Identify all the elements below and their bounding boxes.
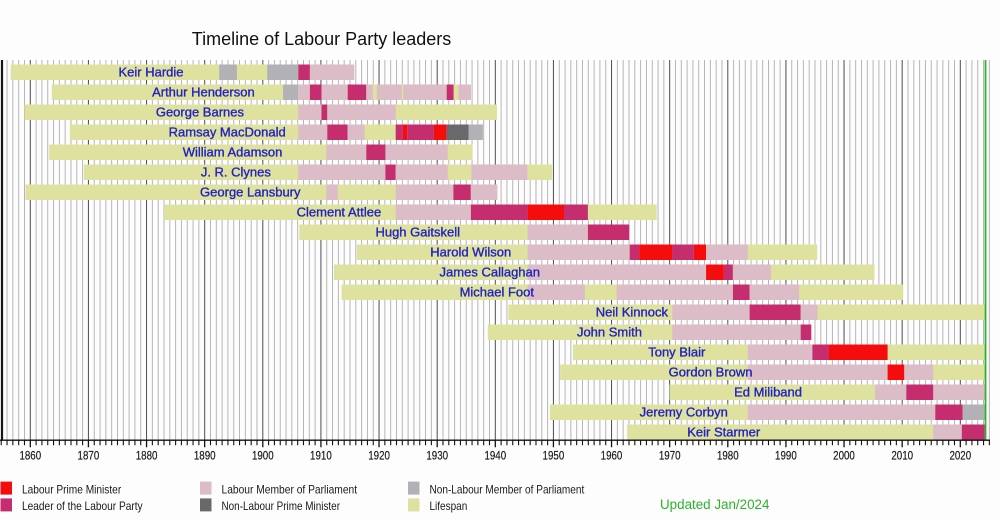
svg-text:1870: 1870 <box>78 448 100 462</box>
svg-text:Non-Labour Member of Parliamen: Non-Labour Member of Parliament <box>430 482 585 496</box>
svg-text:J. R. Clynes: J. R. Clynes <box>201 165 272 180</box>
svg-text:1960: 1960 <box>601 448 623 462</box>
svg-text:Hugh Gaitskell: Hugh Gaitskell <box>375 225 460 240</box>
svg-text:Harold Wilson: Harold Wilson <box>430 245 511 260</box>
svg-text:1940: 1940 <box>484 448 506 462</box>
svg-text:2000: 2000 <box>833 448 855 462</box>
svg-text:Labour Prime Minister: Labour Prime Minister <box>22 482 121 496</box>
svg-text:John Smith: John Smith <box>577 325 642 340</box>
svg-text:1950: 1950 <box>543 448 565 462</box>
svg-text:Neil Kinnock: Neil Kinnock <box>596 305 669 320</box>
svg-text:Updated Jan/2024: Updated Jan/2024 <box>660 497 770 512</box>
svg-text:George Barnes: George Barnes <box>156 105 245 120</box>
svg-text:1860: 1860 <box>19 448 41 462</box>
svg-text:Timeline of Labour Party leade: Timeline of Labour Party leaders <box>192 29 451 49</box>
svg-text:1900: 1900 <box>252 448 274 462</box>
svg-text:Jeremy Corbyn: Jeremy Corbyn <box>640 405 728 420</box>
svg-text:William Adamson: William Adamson <box>183 145 283 160</box>
svg-text:1970: 1970 <box>659 448 681 462</box>
svg-text:Keir Starmer: Keir Starmer <box>687 425 761 440</box>
svg-text:Lifespan: Lifespan <box>430 499 468 513</box>
svg-text:Clement Attlee: Clement Attlee <box>297 205 382 220</box>
svg-text:1880: 1880 <box>136 448 158 462</box>
svg-text:Labour Member of Parliament: Labour Member of Parliament <box>222 482 358 496</box>
svg-text:1920: 1920 <box>368 448 390 462</box>
svg-text:1990: 1990 <box>775 448 797 462</box>
svg-text:George Lansbury: George Lansbury <box>200 185 301 200</box>
svg-text:James Callaghan: James Callaghan <box>440 265 540 280</box>
svg-text:Gordon Brown: Gordon Brown <box>669 365 753 380</box>
svg-text:Ramsay MacDonald: Ramsay MacDonald <box>169 125 286 140</box>
svg-text:1890: 1890 <box>194 448 216 462</box>
svg-text:1910: 1910 <box>310 448 332 462</box>
svg-text:Non-Labour Prime Minister: Non-Labour Prime Minister <box>222 499 341 513</box>
svg-text:Michael Foot: Michael Foot <box>460 285 535 300</box>
svg-text:2010: 2010 <box>891 448 913 462</box>
svg-text:1980: 1980 <box>717 448 739 462</box>
svg-text:Ed Miliband: Ed Miliband <box>734 385 802 400</box>
svg-text:Leader of the Labour Party: Leader of the Labour Party <box>22 499 143 513</box>
svg-text:Arthur Henderson: Arthur Henderson <box>152 85 255 100</box>
svg-text:Keir Hardie: Keir Hardie <box>118 65 183 80</box>
svg-text:2020: 2020 <box>949 448 971 462</box>
svg-text:1930: 1930 <box>426 448 448 462</box>
svg-text:Tony Blair: Tony Blair <box>648 345 706 360</box>
